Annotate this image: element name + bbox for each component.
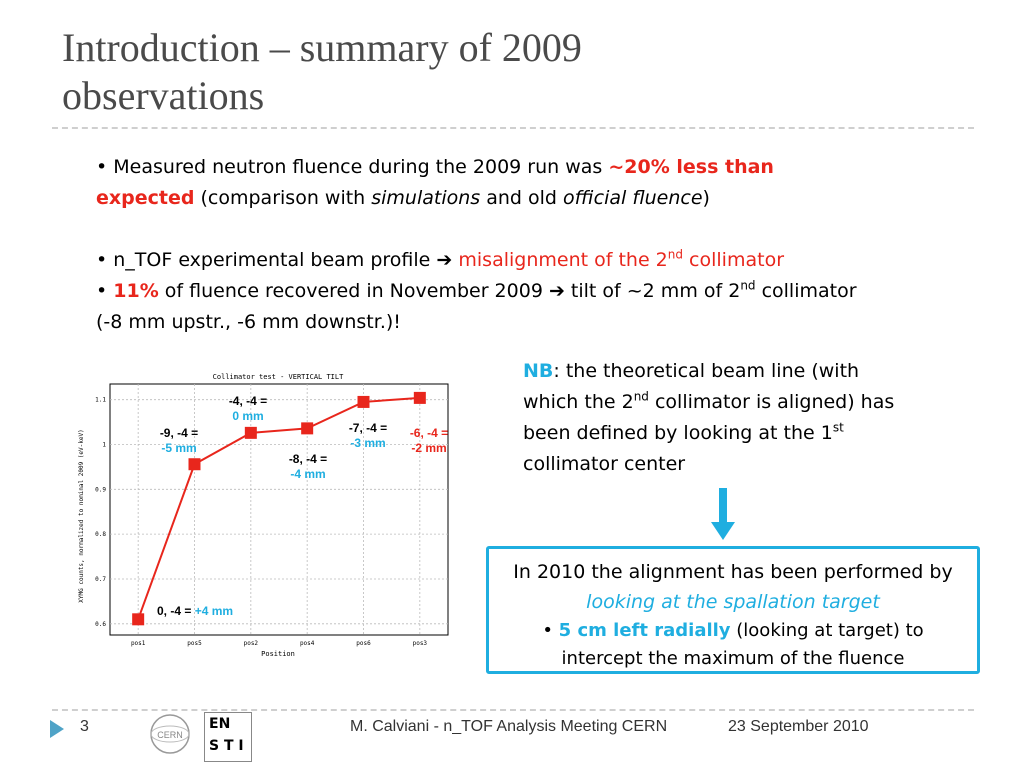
data-point <box>357 395 370 408</box>
data-point <box>188 458 201 471</box>
chart-xlabel: Position <box>261 650 295 658</box>
data-label: -6, -4 = <box>410 426 448 440</box>
chart-ylabel: XYMG counts, normalized to nominal 2009 … <box>78 429 85 602</box>
right-arrow-icon: ➔ <box>436 249 453 271</box>
x-tick-label: pos3 <box>413 640 428 647</box>
data-label: -3 mm <box>350 436 385 450</box>
data-point <box>301 422 314 435</box>
data-label: -5 mm <box>161 441 196 455</box>
y-tick-label: 1 <box>102 442 106 449</box>
chart-title: Collimator test - VERTICAL TILT <box>213 373 344 381</box>
right-arrow-icon: ➔ <box>548 280 565 302</box>
plot-area: 0.6 0.7 0.8 0.9 1 1.1 pos1 pos5 pos2 pos4 pos6 pos3… <box>95 383 449 647</box>
x-tick-label: pos1 <box>131 640 146 647</box>
collimator-chart: Collimator test - VERTICAL TILT 0.60.70.… <box>78 373 449 658</box>
alignment-box: In 2010 the alignment has been performed… <box>486 546 980 674</box>
data-label: 0 mm <box>232 409 263 423</box>
x-tick-label: pos5 <box>187 640 202 647</box>
title-divider <box>52 127 974 129</box>
play-icon <box>50 720 64 738</box>
footer-date: 23 September 2010 <box>728 718 869 735</box>
slide-title: Introduction – summary of 2009 observati… <box>62 25 582 118</box>
x-tick-label: pos6 <box>356 640 371 647</box>
x-tick-label: pos2 <box>244 640 259 647</box>
nb-note: NB: the theoretical beam line (with whic… <box>523 360 895 475</box>
bullet-list: • Measured neutron fluence during the 20… <box>96 152 956 338</box>
y-tick-label: 1.1 <box>95 397 106 404</box>
en-sti-logo: EN S T I <box>204 712 252 762</box>
svg-text:CERN: CERN <box>157 730 183 740</box>
y-tick-label: 0.6 <box>95 621 106 628</box>
y-tick-label: 0.9 <box>95 486 106 493</box>
series-line <box>137 396 420 620</box>
data-point <box>413 391 426 404</box>
cern-logo: CERN <box>150 714 190 754</box>
y-tick-label: 0.8 <box>95 531 106 538</box>
data-label: -4, -4 = <box>229 394 267 408</box>
data-point <box>132 613 145 626</box>
data-label: -2 mm <box>411 441 446 455</box>
data-label: -4 mm <box>290 467 325 481</box>
page-number: 3 <box>80 718 89 735</box>
data-label: -9, -4 = <box>160 426 198 440</box>
footer-text: M. Calviani - n_TOF Analysis Meeting CER… <box>350 718 668 735</box>
bullet-2: • n_TOF experimental beam profile ➔ misa… <box>96 247 784 271</box>
x-tick-label: pos4 <box>300 640 315 647</box>
data-label: -8, -4 = <box>289 452 327 466</box>
footer-divider <box>52 709 974 711</box>
data-label: 0, -4 = +4 mm <box>157 604 233 618</box>
bullet-3: • 11% of fluence recovered in November 2… <box>96 278 857 333</box>
y-tick-label: 0.7 <box>95 576 106 583</box>
data-point <box>244 426 257 439</box>
bullet-1: • Measured neutron fluence during the 20… <box>96 156 774 209</box>
down-arrow-icon <box>711 488 735 540</box>
plot-frame <box>109 383 449 636</box>
data-label: -7, -4 = <box>349 421 387 435</box>
